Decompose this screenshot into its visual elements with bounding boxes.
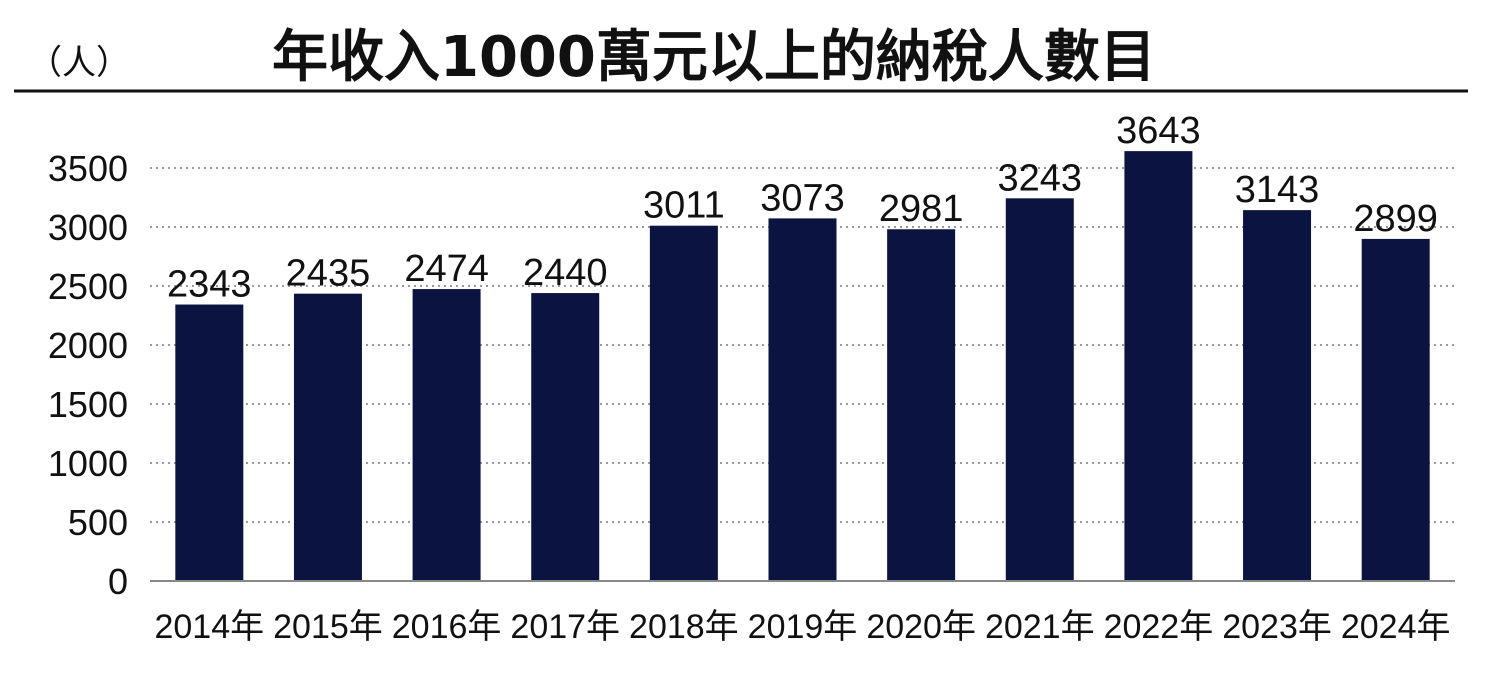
data-label: 2474: [404, 248, 489, 290]
x-tick-label: 2023年: [1222, 608, 1332, 646]
data-label: 3143: [1235, 169, 1320, 211]
y-tick-label: 3500: [48, 148, 128, 189]
y-tick-label: 2500: [48, 266, 128, 307]
x-tick-label: 2014年: [154, 608, 264, 646]
data-label: 2343: [167, 264, 252, 306]
x-tick-label: 2019年: [748, 608, 858, 646]
y-tick-label: 0: [108, 561, 128, 602]
data-label: 3011: [643, 185, 725, 227]
data-labels: 2343 2435 2474 2440 3011 3073 2981 3243 3643 3143…: [167, 110, 1438, 305]
bar: [887, 229, 956, 581]
x-tick-label: 2020年: [866, 608, 976, 646]
x-tick-label: 2021年: [985, 608, 1095, 646]
data-label: 3073: [760, 177, 845, 219]
data-label: 3243: [997, 157, 1082, 199]
gridlines: [150, 167, 1455, 523]
x-tick-label: 2024年: [1341, 608, 1451, 646]
bar: [1361, 238, 1430, 581]
x-tick-label: 2015年: [273, 608, 383, 646]
data-label: 2981: [879, 188, 964, 230]
data-label: 2440: [523, 252, 608, 294]
y-tick-label: 2000: [48, 325, 128, 366]
x-tick-label: 2018年: [629, 608, 739, 646]
x-tick-label: 2017年: [510, 608, 620, 646]
y-axis-ticks: 0 500 1000 1500 2000 2500 3000 3500: [48, 148, 128, 602]
bar: [1243, 210, 1312, 581]
x-axis-ticks: 2014年 2015年 2016年 2017年 2018年 2019年 2020年 2021年…: [154, 608, 1450, 646]
unit-label: （人）: [28, 43, 130, 83]
bar: [1005, 198, 1074, 582]
y-tick-label: 1000: [48, 443, 128, 484]
x-tick-label: 2016年: [392, 608, 502, 646]
x-tick-label: 2022年: [1104, 608, 1214, 646]
bar: [649, 225, 718, 581]
y-tick-label: 500: [68, 502, 128, 543]
data-label: 2435: [286, 253, 371, 295]
bar: [175, 304, 244, 581]
bar: [412, 289, 481, 581]
y-tick-label: 1500: [48, 384, 128, 425]
bar: [1124, 151, 1193, 581]
y-tick-label: 3000: [48, 207, 128, 248]
bar: [293, 293, 362, 581]
bar: [768, 218, 837, 582]
bar: [531, 293, 600, 581]
chart-title: 年收入1000萬元以上的納稅人數目: [272, 25, 1156, 90]
data-label: 3643: [1116, 110, 1201, 152]
bars: [175, 151, 1430, 582]
data-label: 2899: [1353, 198, 1438, 240]
